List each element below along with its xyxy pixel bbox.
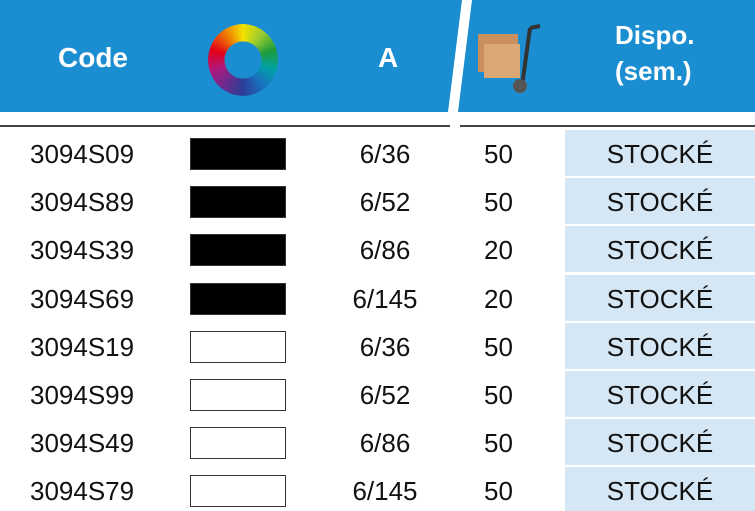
- header-code: Code: [58, 42, 128, 74]
- a-value: 6/86: [320, 419, 450, 467]
- header-a: A: [378, 42, 398, 74]
- a-value: 6/145: [320, 275, 450, 323]
- status: STOCKÉ: [565, 371, 755, 419]
- status: STOCKÉ: [565, 275, 755, 323]
- color-swatch: [190, 283, 286, 315]
- status: STOCKÉ: [565, 323, 755, 371]
- code: 3094S19: [30, 323, 134, 371]
- status: STOCKÉ: [565, 226, 755, 274]
- quantity: 50: [484, 467, 513, 511]
- status: STOCKÉ: [565, 419, 755, 467]
- color-swatch: [190, 138, 286, 170]
- quantity: 50: [484, 371, 513, 419]
- code: 3094S99: [30, 371, 134, 419]
- code: 3094S89: [30, 178, 134, 226]
- status: STOCKÉ: [565, 467, 755, 511]
- code: 3094S79: [30, 467, 134, 511]
- status: STOCKÉ: [565, 130, 755, 178]
- a-value: 6/36: [320, 323, 450, 371]
- code: 3094S39: [30, 226, 134, 274]
- a-value: 6/86: [320, 226, 450, 274]
- code: 3094S09: [30, 130, 134, 178]
- color-swatch: [190, 379, 286, 411]
- quantity: 50: [484, 323, 513, 371]
- a-value: 6/52: [320, 371, 450, 419]
- quantity: 50: [484, 178, 513, 226]
- code: 3094S49: [30, 419, 134, 467]
- color-wheel-icon: [208, 24, 278, 96]
- color-swatch: [190, 331, 286, 363]
- header-dispo: (sem.): [615, 56, 692, 87]
- status: STOCKÉ: [565, 178, 755, 226]
- quantity: 50: [484, 130, 513, 178]
- quantity: 50: [484, 419, 513, 467]
- a-value: 6/145: [320, 467, 450, 511]
- quantity: 20: [484, 275, 513, 323]
- a-value: 6/36: [320, 130, 450, 178]
- a-value: 6/52: [320, 178, 450, 226]
- page: Code A Dispo. (sem.) 3094S09 6/36 50 STOCKÉ…: [0, 0, 755, 511]
- color-swatch: [190, 475, 286, 507]
- header-dispo: Dispo.: [615, 20, 694, 51]
- color-swatch: [190, 186, 286, 218]
- code: 3094S69: [30, 275, 134, 323]
- color-swatch: [190, 427, 286, 459]
- quantity: 20: [484, 226, 513, 274]
- color-swatch: [190, 234, 286, 266]
